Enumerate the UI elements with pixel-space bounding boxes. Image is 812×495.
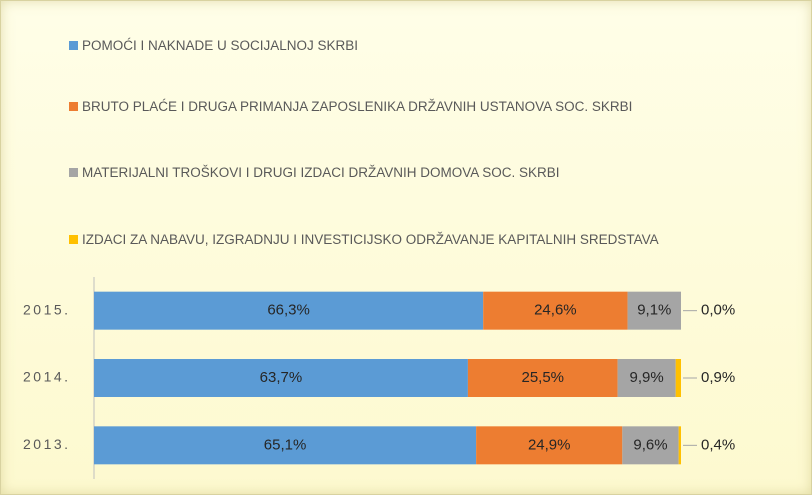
data-label: 9,9% <box>630 369 664 386</box>
data-label: 0,4% <box>701 436 735 453</box>
bar-segment <box>476 426 623 465</box>
legend-item: BRUTO PLAĆE I DRUGA PRIMANJA ZAPOSLENIKA… <box>69 96 749 118</box>
data-label: 9,1% <box>637 302 671 319</box>
data-label: 66,3% <box>267 302 310 319</box>
bar-segment <box>467 359 618 397</box>
legend-item: MATERIJALNI TROŠKOVI I DRUGI IZDACI DRŽA… <box>69 162 749 184</box>
data-label: 65,1% <box>264 436 307 453</box>
data-label: 0,0% <box>701 302 735 319</box>
legend-item: IZDACI ZA NABAVU, IZGRADNJU I INVESTICIJ… <box>69 229 749 251</box>
bar-segment <box>675 359 681 397</box>
legend-swatch <box>69 168 78 177</box>
bar-segment <box>617 359 676 397</box>
data-label: 24,9% <box>528 436 571 453</box>
legend-label: MATERIJALNI TROŠKOVI I DRUGI IZDACI DRŽA… <box>82 165 560 180</box>
bar-segment <box>94 359 468 397</box>
legend-swatch <box>69 41 78 50</box>
data-label: 25,5% <box>521 369 564 386</box>
y-tick-label: 2014. <box>23 369 71 385</box>
bar-segment <box>483 291 628 330</box>
legend-label: BRUTO PLAĆE I DRUGA PRIMANJA ZAPOSLENIKA… <box>82 99 633 114</box>
legend-label: POMOĆI I NAKNADE U SOCIJALNOJ SKRBI <box>82 38 359 53</box>
bar-segment <box>678 426 681 465</box>
data-label: 0,9% <box>701 369 735 386</box>
bar-segment <box>94 426 477 465</box>
bar-segment <box>622 426 679 465</box>
bar-segment <box>94 291 484 330</box>
data-label: 9,6% <box>633 436 667 453</box>
legend-label: IZDACI ZA NABAVU, IZGRADNJU I INVESTICIJ… <box>82 232 659 247</box>
legend-swatch <box>69 235 78 244</box>
y-tick-label: 2013. <box>23 436 71 452</box>
legend-swatch <box>69 102 78 111</box>
data-label: 63,7% <box>260 369 303 386</box>
data-label: 24,6% <box>534 302 577 319</box>
y-tick-label: 2015. <box>23 301 71 317</box>
bar-segment <box>627 291 681 330</box>
legend-item: POMOĆI I NAKNADE U SOCIJALNOJ SKRBI <box>69 35 749 57</box>
